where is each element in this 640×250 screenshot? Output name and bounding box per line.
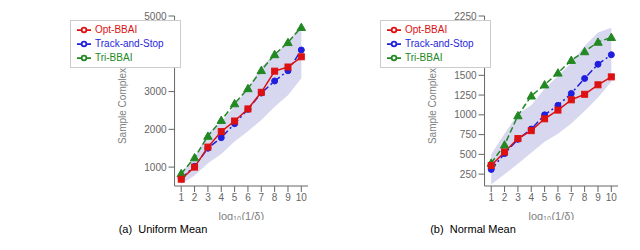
svg-text:5: 5 xyxy=(542,192,548,203)
svg-text:1000: 1000 xyxy=(144,162,167,173)
svg-text:7: 7 xyxy=(259,192,265,203)
svg-text:2250: 2250 xyxy=(454,11,477,22)
svg-text:5000: 5000 xyxy=(144,11,167,22)
svg-text:5: 5 xyxy=(232,192,238,203)
svg-text:500: 500 xyxy=(460,149,477,160)
svg-text:8: 8 xyxy=(272,192,278,203)
svg-text:4000: 4000 xyxy=(144,48,167,59)
svg-text:9: 9 xyxy=(285,192,291,203)
svg-text:1250: 1250 xyxy=(454,90,477,101)
svg-text:log₁₀(1/δ): log₁₀(1/δ) xyxy=(218,210,264,220)
svg-text:Sample Complexity: Sample Complexity xyxy=(117,58,128,144)
svg-text:9: 9 xyxy=(595,192,601,203)
svg-text:250: 250 xyxy=(460,169,477,180)
svg-text:1000: 1000 xyxy=(454,109,477,120)
svg-text:3: 3 xyxy=(205,192,211,203)
svg-text:1500: 1500 xyxy=(454,70,477,81)
svg-text:6: 6 xyxy=(245,192,251,203)
svg-text:7: 7 xyxy=(569,192,575,203)
svg-text:2000: 2000 xyxy=(454,30,477,41)
svg-text:2: 2 xyxy=(192,192,198,203)
svg-text:4: 4 xyxy=(528,192,534,203)
svg-text:3: 3 xyxy=(515,192,521,203)
svg-text:8: 8 xyxy=(582,192,588,203)
svg-text:2000: 2000 xyxy=(144,124,167,135)
svg-text:1750: 1750 xyxy=(454,50,477,61)
svg-text:2: 2 xyxy=(502,192,508,203)
svg-text:750: 750 xyxy=(460,129,477,140)
svg-text:1: 1 xyxy=(178,192,184,203)
svg-text:log₁₀(1/δ): log₁₀(1/δ) xyxy=(528,210,574,220)
svg-text:4: 4 xyxy=(218,192,224,203)
svg-text:Sample Complexity: Sample Complexity xyxy=(427,58,438,144)
svg-text:10: 10 xyxy=(296,192,308,203)
svg-text:10: 10 xyxy=(606,192,618,203)
svg-text:6: 6 xyxy=(555,192,561,203)
svg-text:1: 1 xyxy=(488,192,494,203)
svg-text:3000: 3000 xyxy=(144,86,167,97)
